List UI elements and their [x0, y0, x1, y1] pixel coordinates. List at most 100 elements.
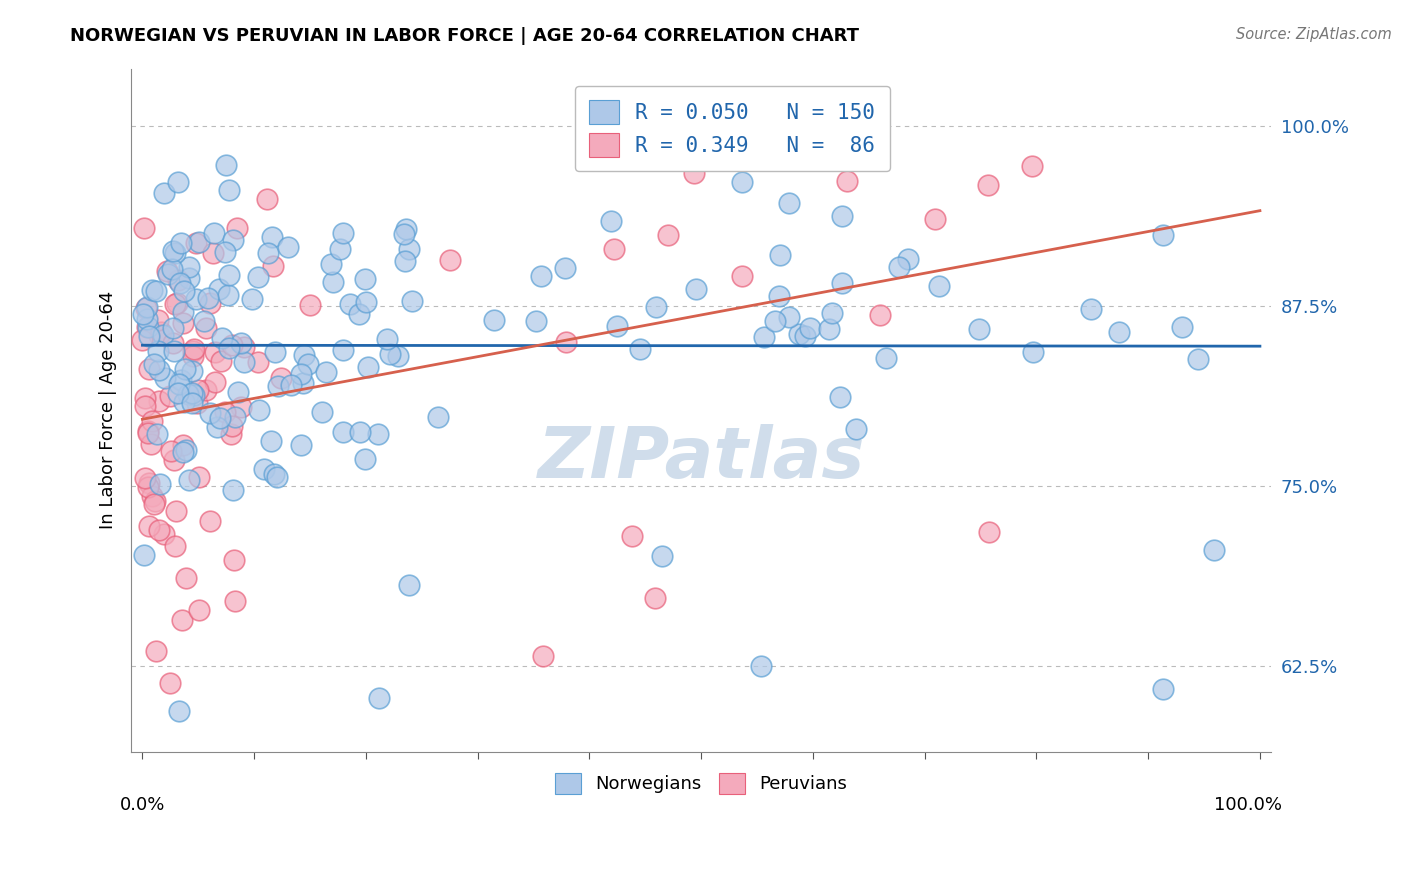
- Point: [831, 209, 853, 223]
- Point: [153, 527, 176, 541]
- Point: [1080, 301, 1102, 316]
- Point: [1152, 228, 1174, 243]
- Point: [163, 245, 186, 260]
- Point: [1152, 681, 1174, 696]
- Point: [214, 405, 236, 419]
- Point: [131, 307, 153, 321]
- Point: [160, 444, 183, 458]
- Point: [290, 367, 312, 381]
- Point: [849, 153, 872, 167]
- Point: [831, 276, 853, 290]
- Point: [146, 312, 169, 326]
- Point: [606, 318, 628, 333]
- Point: [155, 371, 177, 385]
- Point: [156, 267, 179, 281]
- Point: [1204, 542, 1226, 557]
- Point: [817, 321, 839, 335]
- Point: [292, 348, 315, 362]
- Point: [211, 331, 233, 345]
- Point: [169, 235, 191, 250]
- Point: [173, 395, 195, 409]
- Point: [177, 473, 200, 487]
- Point: [145, 643, 167, 657]
- Point: [799, 321, 821, 335]
- Point: [228, 384, 250, 399]
- Point: [768, 247, 790, 261]
- Point: [247, 270, 270, 285]
- Point: [162, 336, 184, 351]
- Point: [205, 419, 228, 434]
- Point: [263, 467, 285, 481]
- Point: [163, 452, 186, 467]
- Point: [135, 320, 157, 334]
- Text: 100.0%: 100.0%: [1215, 797, 1282, 814]
- Point: [214, 245, 236, 260]
- Point: [184, 292, 207, 306]
- Point: [170, 613, 193, 627]
- Point: [152, 328, 174, 343]
- Point: [332, 343, 354, 357]
- Point: [174, 443, 197, 458]
- Point: [869, 309, 891, 323]
- Point: [204, 344, 226, 359]
- Point: [138, 361, 160, 376]
- Point: [159, 389, 181, 403]
- Point: [524, 314, 547, 328]
- Point: [368, 690, 391, 705]
- Point: [297, 358, 319, 372]
- Point: [224, 409, 246, 424]
- Point: [163, 296, 186, 310]
- Point: [162, 244, 184, 259]
- Point: [375, 332, 398, 346]
- Point: [183, 343, 205, 357]
- Point: [380, 347, 402, 361]
- Point: [731, 269, 754, 284]
- Point: [177, 260, 200, 274]
- Point: [298, 298, 321, 312]
- Point: [202, 226, 225, 240]
- Point: [793, 329, 815, 343]
- Point: [221, 418, 243, 433]
- Point: [260, 434, 283, 449]
- Point: [1171, 320, 1194, 334]
- Point: [339, 297, 361, 311]
- Point: [837, 174, 859, 188]
- Point: [159, 676, 181, 690]
- Point: [167, 704, 190, 718]
- Point: [136, 426, 159, 441]
- Point: [290, 438, 312, 452]
- Point: [224, 594, 246, 608]
- Point: [181, 396, 204, 410]
- Point: [136, 300, 159, 314]
- Point: [131, 333, 153, 347]
- Point: [229, 400, 252, 414]
- Legend: Norwegians, Peruvians: Norwegians, Peruvians: [544, 762, 858, 805]
- Point: [186, 396, 208, 410]
- Point: [347, 307, 370, 321]
- Point: [153, 186, 176, 201]
- Point: [226, 220, 249, 235]
- Point: [142, 357, 165, 371]
- Point: [195, 321, 218, 335]
- Point: [628, 342, 651, 356]
- Point: [145, 285, 167, 299]
- Point: [167, 376, 190, 391]
- Point: [149, 476, 172, 491]
- Point: [181, 385, 204, 400]
- Point: [183, 388, 205, 402]
- Point: [395, 221, 418, 235]
- Point: [165, 539, 187, 553]
- Point: [845, 421, 868, 435]
- Point: [198, 406, 221, 420]
- Y-axis label: In Labor Force | Age 20-64: In Labor Force | Age 20-64: [100, 291, 117, 529]
- Point: [645, 300, 668, 314]
- Point: [398, 242, 420, 256]
- Point: [322, 275, 344, 289]
- Point: [163, 344, 186, 359]
- Point: [1108, 325, 1130, 339]
- Point: [143, 494, 166, 508]
- Point: [222, 233, 245, 247]
- Point: [232, 354, 254, 368]
- Point: [319, 257, 342, 271]
- Point: [188, 235, 211, 249]
